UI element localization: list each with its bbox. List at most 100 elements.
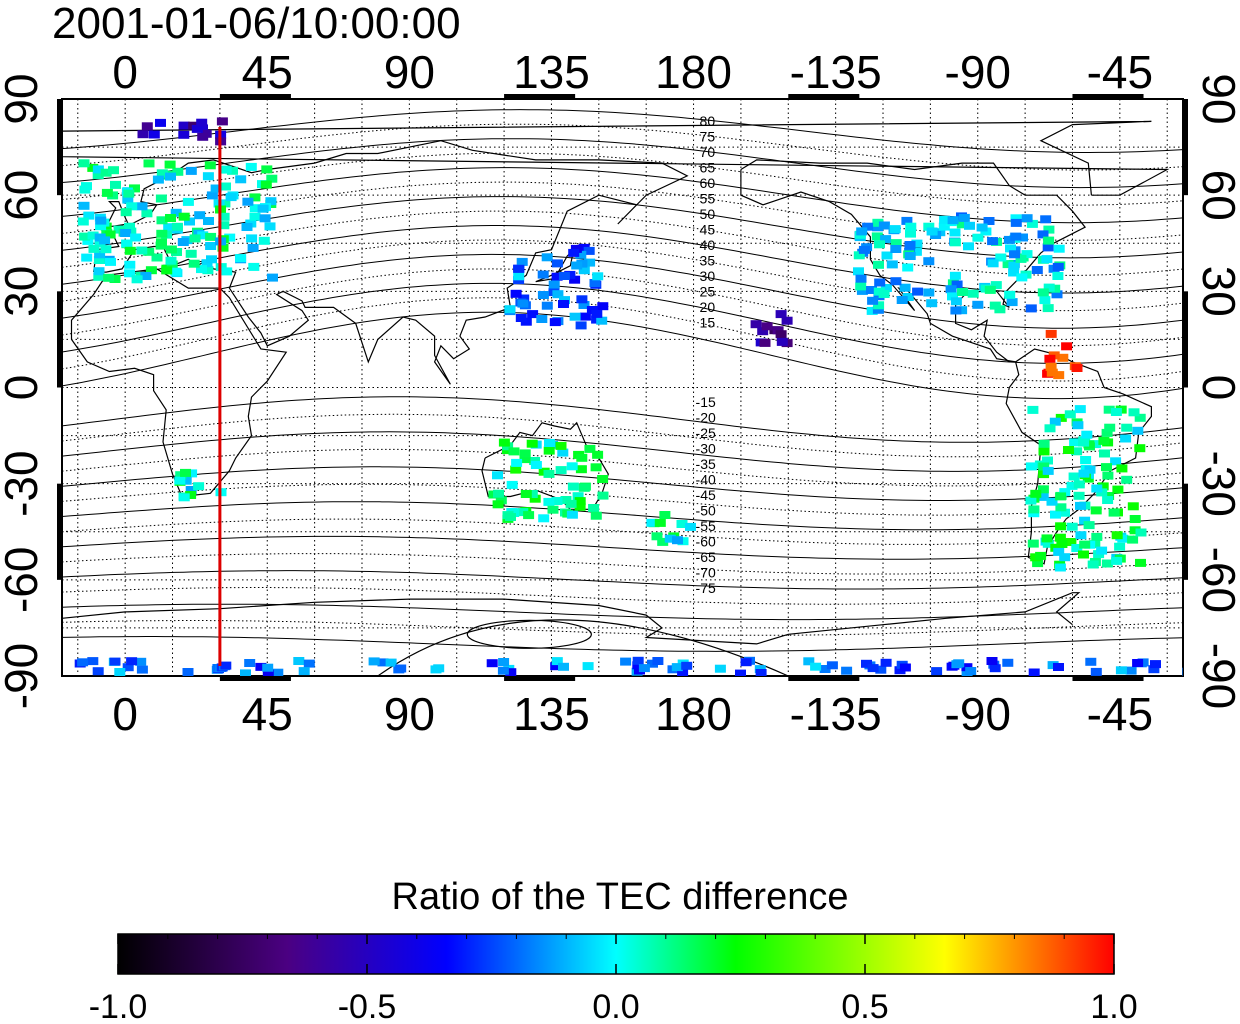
contour-label-south: -55 [696, 518, 716, 534]
tec-cell [156, 216, 168, 225]
tec-cell [858, 245, 870, 254]
tec-cell [123, 189, 135, 198]
contour-label-north: 65 [700, 160, 716, 176]
right-lat-label: -60 [1193, 547, 1240, 613]
tec-cell [193, 482, 205, 491]
tec-cell [1064, 410, 1076, 419]
tec-cell [826, 661, 838, 670]
colorbar-tick-label: 0.0 [592, 988, 639, 1024]
left-lat-label: 60 [0, 170, 47, 221]
tec-cell [592, 272, 604, 281]
tec-cell [965, 667, 977, 675]
tec-cell [1150, 660, 1161, 669]
tec-cell [1132, 659, 1144, 667]
tec-cell [886, 260, 898, 269]
tec-cell [245, 162, 257, 171]
tec-cell [1038, 447, 1050, 456]
tec-cell [1042, 456, 1053, 465]
tec-cell [1114, 542, 1126, 551]
contour-label-south: -70 [696, 565, 716, 581]
right-lat-label: 60 [1193, 170, 1240, 221]
tec-cell [141, 122, 153, 131]
contour-label-north: 75 [700, 129, 716, 145]
tec-cell [1042, 243, 1054, 252]
tec-cell [1101, 428, 1113, 437]
tec-cell [575, 321, 587, 330]
tec-cell [591, 309, 603, 318]
contour-label-south: -20 [696, 410, 716, 426]
tec-cell [395, 664, 407, 673]
tec-cell [227, 166, 238, 175]
tec-cell [1081, 430, 1093, 439]
tec-cell [880, 658, 892, 667]
right-lat-label: 30 [1193, 266, 1240, 317]
tec-cell [178, 130, 190, 139]
tec-cell [551, 657, 563, 666]
right-lat-label: 90 [1193, 73, 1240, 124]
tec-cell [504, 305, 516, 314]
tec-cell [866, 286, 877, 294]
colorbar-tick-label: 1.0 [1090, 988, 1137, 1024]
colorbar-tick-label: -1.0 [89, 988, 148, 1024]
magnetic-contour [62, 413, 1183, 458]
tec-cell [963, 242, 974, 251]
tec-cell [1056, 540, 1068, 548]
tec-cell [497, 666, 509, 675]
magnetic-contour [62, 253, 1183, 329]
tec-cell [578, 301, 590, 309]
tec-cell [976, 223, 988, 232]
tec-cell [174, 476, 186, 485]
tec-data-cells [74, 117, 1183, 676]
tec-cell [241, 223, 253, 231]
tec-cell [926, 299, 938, 308]
tec-cell [182, 668, 194, 676]
tec-cell [523, 511, 535, 520]
tec-cell [185, 491, 197, 499]
tec-cell [248, 262, 260, 271]
tec-cell [498, 438, 510, 447]
tec-cell [1002, 658, 1014, 667]
tec-cell [1121, 423, 1133, 432]
tec-cell [890, 245, 902, 253]
tec-cell [87, 163, 99, 172]
tec-cell [548, 280, 560, 289]
tec-cell [1043, 236, 1055, 245]
tec-cell [81, 182, 92, 191]
tec-cell [143, 159, 155, 168]
tec-cell [242, 197, 254, 206]
contour-label-south: -15 [696, 394, 716, 410]
magnetic-contour [62, 448, 1183, 487]
tec-cell [890, 239, 902, 248]
tec-cell [1025, 304, 1037, 313]
tec-cell [267, 273, 278, 282]
tec-cell [652, 657, 664, 665]
tec-cell [1120, 434, 1132, 443]
tec-cell [990, 281, 1002, 290]
tec-cell [899, 283, 911, 292]
tec-cell [1042, 304, 1054, 313]
tec-cell [951, 280, 963, 289]
tec-cell [1075, 531, 1087, 540]
tec-cell [205, 232, 217, 241]
tec-cell [890, 277, 902, 286]
tec-cell [225, 193, 237, 202]
tec-cell [899, 663, 911, 672]
magnetic-contour [62, 138, 1183, 189]
bottom-tick-bar [1072, 676, 1144, 681]
contour-label-south: -50 [696, 503, 716, 519]
tec-cell [1125, 666, 1137, 675]
tec-cell [1063, 446, 1074, 454]
colorbar-tick-label: -0.5 [338, 988, 397, 1024]
tec-cell [905, 229, 916, 238]
tec-cell [878, 221, 890, 230]
tec-cell [949, 238, 961, 247]
tec-cell [122, 663, 134, 672]
tec-cell [904, 252, 916, 260]
tec-cell [246, 234, 258, 243]
contour-label-south: -75 [696, 580, 716, 596]
top-tick-bar [1072, 94, 1144, 99]
tec-cell [95, 222, 107, 231]
tec-cell [178, 121, 190, 130]
tec-cell [582, 662, 594, 671]
